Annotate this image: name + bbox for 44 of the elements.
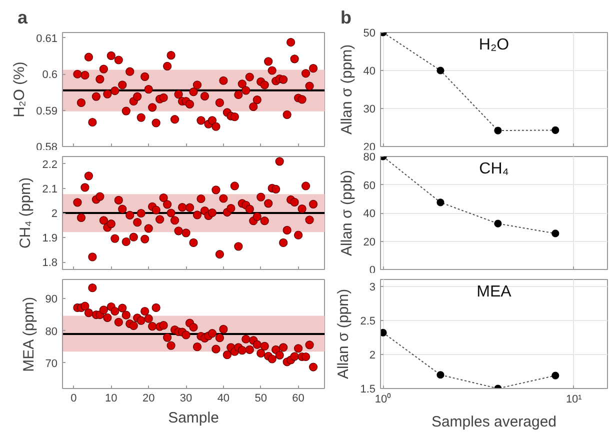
y-tick-label: 90	[45, 294, 58, 306]
y-tick-label: 3	[369, 281, 376, 294]
chart-title: H₂O	[478, 36, 510, 54]
y-axis-title: MEA (ppm)	[20, 296, 38, 372]
x-tick-label: 40	[217, 392, 230, 404]
y-tick-label: 20	[363, 236, 376, 248]
x-tick-label: 60	[292, 392, 304, 404]
text: b	[340, 8, 352, 28]
y-tick-label: 2	[369, 349, 376, 362]
chart-title: CH₄	[479, 160, 509, 178]
y-tick-label: 0.59	[36, 105, 58, 118]
y-tick-label: 1.5	[360, 384, 376, 396]
y-tick-label: 40	[363, 66, 376, 78]
y-tick-label: 0.6	[42, 69, 58, 82]
y-tick-label: 80	[363, 152, 376, 164]
x-tick-label: 30	[180, 392, 192, 404]
y-tick-label: 1.9	[42, 232, 58, 245]
y-tick-label: 2.2	[42, 158, 58, 171]
x-tick-label: 20	[142, 392, 155, 404]
y-tick-label: 50	[363, 28, 376, 40]
y-axis-title: H₂O (%)	[11, 62, 28, 118]
y-tick-label: 0.61	[36, 32, 58, 45]
y-tick-label: 40	[363, 208, 376, 220]
y-axis-title: CH₄ (ppm)	[17, 177, 34, 249]
x-tick-label: 0	[70, 392, 77, 404]
y-axis-title: Allan σ (ppm)	[338, 44, 356, 135]
y-axis-title: Allan σ (ppb)	[338, 170, 356, 256]
x-tick-label: 10	[105, 392, 118, 404]
y-tick-label: 2.1	[42, 183, 58, 196]
x-tick-label: 10⁰	[374, 392, 392, 406]
y-tick-label: 2.5	[360, 315, 376, 328]
y-tick-label: 70	[45, 358, 58, 370]
x-tick-label: 50	[254, 392, 268, 404]
y-tick-label: 1.8	[42, 257, 58, 270]
y-tick-label: 30	[363, 104, 376, 116]
chart-title: MEA	[476, 284, 512, 300]
x-axis-title: Samples averaged	[431, 414, 557, 430]
y-tick-label: 80	[45, 326, 58, 338]
y-tick-label: 60	[363, 180, 376, 192]
x-axis-title: Sample	[168, 410, 219, 426]
x-tick-label: 10¹	[566, 394, 582, 406]
y-tick-label: 2	[51, 208, 58, 220]
text: a	[18, 8, 28, 28]
y-axis-title: Allan σ (ppm)	[335, 288, 352, 380]
